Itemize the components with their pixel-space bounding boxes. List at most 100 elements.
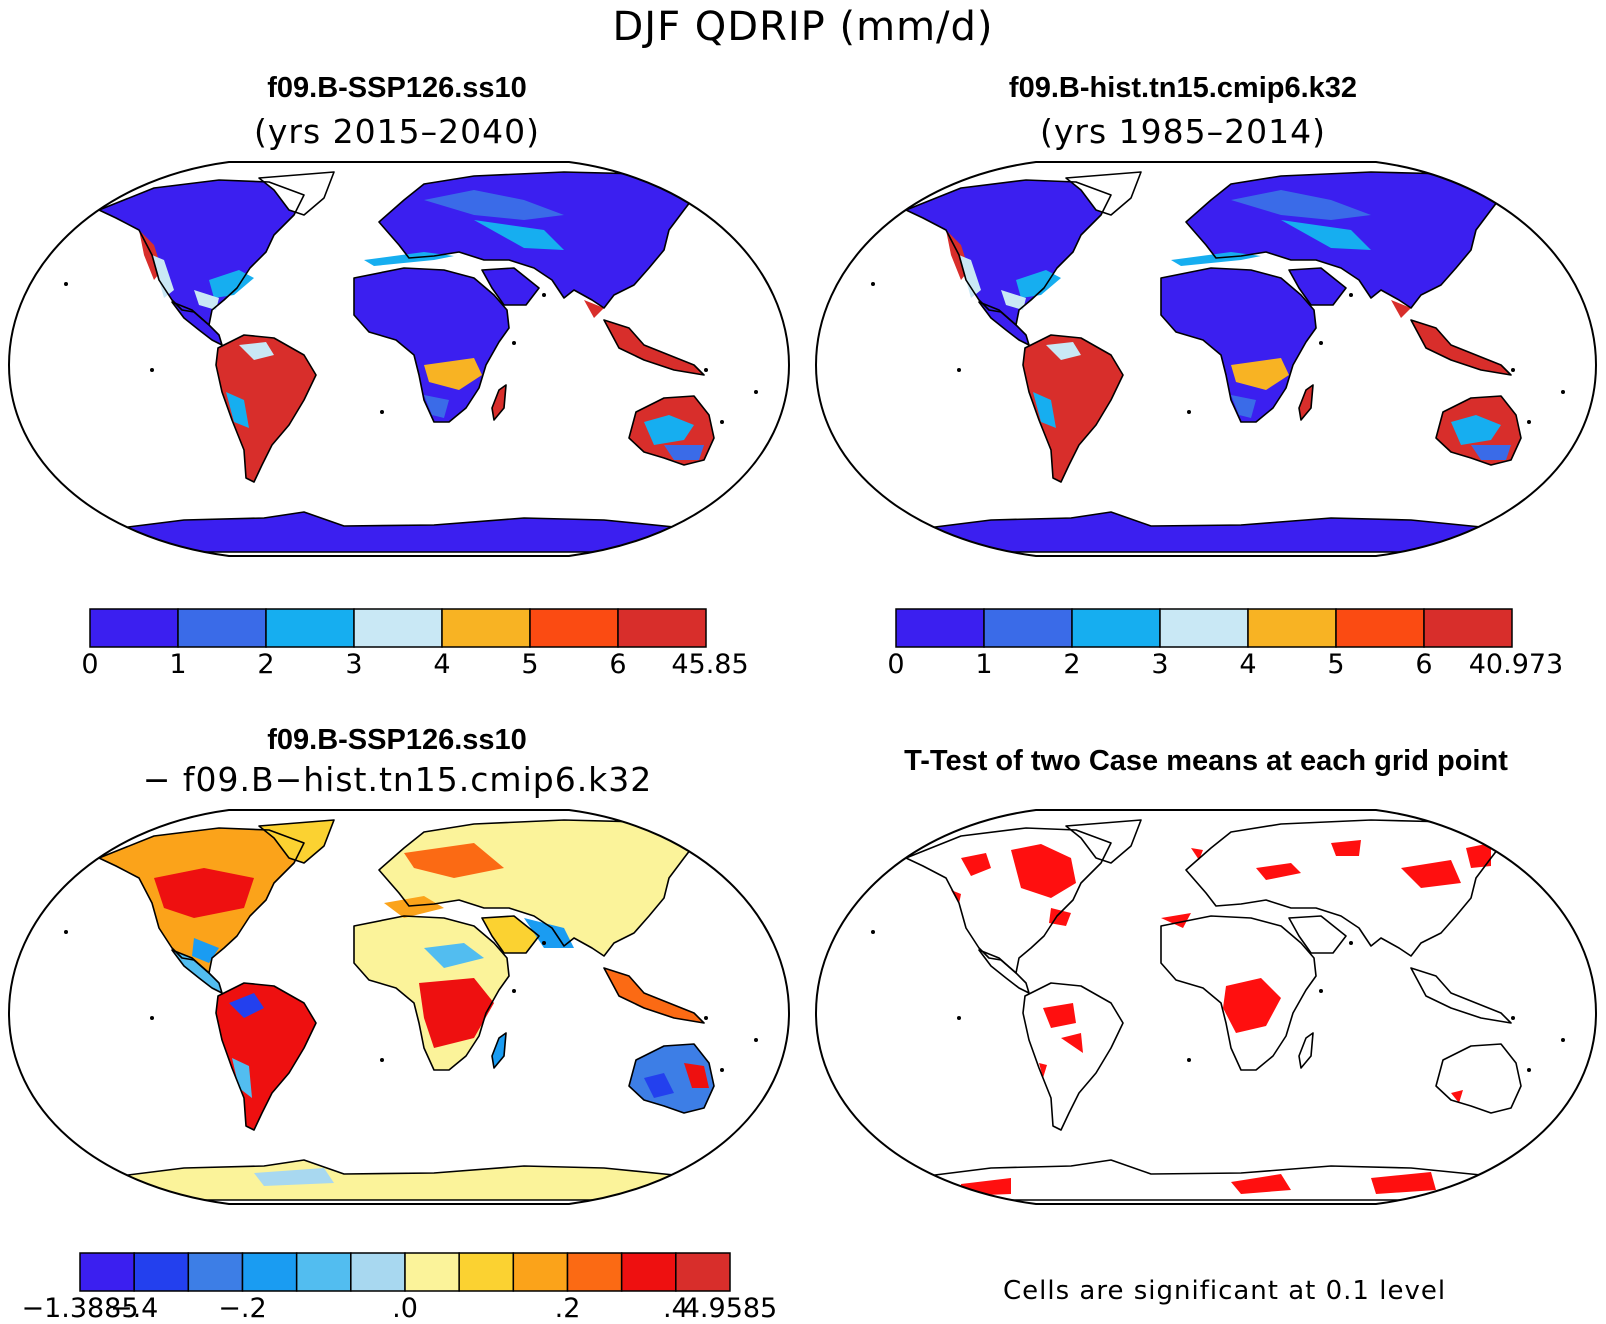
coastline-samerica xyxy=(215,334,317,483)
anomaly-band xyxy=(424,943,484,968)
colorbar-swatch xyxy=(1071,608,1161,648)
colorbar-swatch xyxy=(1247,608,1337,648)
map-boundary xyxy=(7,161,791,557)
colorbar-tick-label: 1 xyxy=(975,649,993,680)
precip-band xyxy=(959,255,981,298)
island-mark xyxy=(380,410,384,414)
island-mark xyxy=(720,420,724,424)
colorbar-tick-label: 40.973 xyxy=(1468,649,1564,680)
island-mark xyxy=(1187,1058,1191,1062)
significant-cells xyxy=(1049,908,1071,926)
island-mark xyxy=(1527,1068,1531,1072)
colorbar-swatch xyxy=(529,608,619,648)
anomaly-band xyxy=(684,1063,709,1088)
island-mark xyxy=(380,1058,384,1062)
island-mark xyxy=(150,368,154,372)
island-mark xyxy=(704,368,708,372)
coastline-africa xyxy=(1160,915,1317,1071)
coastline-samerica xyxy=(215,982,317,1131)
island-mark xyxy=(1319,989,1323,993)
coastline-namerica xyxy=(98,179,305,326)
significant-cells xyxy=(1401,860,1461,888)
colorbar-swatch xyxy=(441,608,531,648)
precip-band xyxy=(1033,392,1056,428)
colorbar-tick-label: 0 xyxy=(81,649,99,680)
coastline-eurasia xyxy=(1185,171,1512,309)
panel4-title: T-Test of two Case means at each grid po… xyxy=(904,745,1508,777)
precip-band xyxy=(1281,220,1371,250)
coastline-antarctica xyxy=(910,511,1552,553)
island-mark xyxy=(871,282,875,286)
panel4-map xyxy=(814,809,1598,1205)
anomaly-band xyxy=(404,843,504,878)
island-mark xyxy=(1319,341,1323,345)
panel2-colorbar xyxy=(895,608,1513,648)
colorbar-swatch xyxy=(265,608,355,648)
island-mark xyxy=(1561,390,1565,394)
island-mark xyxy=(704,1016,708,1020)
coastline-greenland xyxy=(1065,819,1142,864)
colorbar-tick-label: .2 xyxy=(554,1293,581,1324)
coastline-indonesia xyxy=(1410,967,1512,1024)
land-indonesia xyxy=(604,968,704,1023)
land-camerica xyxy=(172,302,222,345)
coastline-arabia xyxy=(481,267,540,306)
panel3-subtitle: − f09.B−hist.tn15.cmip6.k32 xyxy=(142,760,653,799)
precip-band xyxy=(424,190,564,220)
island-mark xyxy=(542,293,546,297)
colorbar-tick-label: 4 xyxy=(433,649,451,680)
colorbar-tick-label: −1.3885 xyxy=(21,1293,139,1324)
precip-band xyxy=(424,358,482,390)
precip-band xyxy=(1231,395,1256,418)
land-greenland xyxy=(259,820,334,863)
colorbar-swatch xyxy=(458,1252,515,1292)
coastline-antarctica xyxy=(910,1159,1552,1201)
land-camerica xyxy=(172,950,222,993)
precip-band xyxy=(1231,190,1371,220)
coastline-camerica xyxy=(978,949,1030,994)
coastline-eurasia xyxy=(378,819,705,957)
coastline-arabia xyxy=(1288,267,1347,306)
colorbar-swatch xyxy=(566,1252,623,1292)
colorbar-swatch xyxy=(187,1252,244,1292)
land-namerica xyxy=(906,180,1111,325)
significant-cells xyxy=(1256,863,1301,880)
colorbar-tick-label: 0 xyxy=(887,649,905,680)
colorbar-tick-label: −.4 xyxy=(109,1293,159,1324)
coastline-greenland xyxy=(258,819,335,864)
panel3-colorbar xyxy=(79,1252,731,1292)
anomaly-band xyxy=(384,896,444,918)
panel1-title: f09.B-SSP126.ss10 xyxy=(267,72,527,104)
coastline-antarctica xyxy=(103,1159,745,1201)
significant-cells xyxy=(1371,1172,1436,1194)
significant-cells xyxy=(1223,978,1281,1033)
precip-band xyxy=(644,415,694,445)
land-madagascar xyxy=(1299,1033,1313,1068)
coastline-madagascar xyxy=(1298,1032,1314,1069)
coastline-australia xyxy=(628,395,715,466)
anomaly-band xyxy=(192,938,219,963)
coastline-australia xyxy=(628,1043,715,1114)
land-greenland xyxy=(1066,820,1141,863)
anomaly-band xyxy=(419,978,494,1048)
anomaly-band xyxy=(229,993,264,1018)
land-antarctica xyxy=(104,1160,744,1200)
coastline-camerica xyxy=(171,301,223,346)
colorbar-tick-label: 45.85 xyxy=(671,649,749,680)
precip-band xyxy=(1016,270,1061,298)
island-mark xyxy=(720,1068,724,1072)
land-samerica xyxy=(216,335,316,482)
island-mark xyxy=(542,941,546,945)
colorbar-swatch xyxy=(1335,608,1425,648)
panel1-map xyxy=(7,161,791,557)
coastline-camerica xyxy=(171,949,223,994)
colorbar-swatch xyxy=(133,1252,190,1292)
significant-cells xyxy=(1331,840,1361,856)
map-boundary xyxy=(7,809,791,1205)
coastline-africa xyxy=(1160,267,1317,423)
colorbar-swatch xyxy=(895,608,985,648)
coastline-madagascar xyxy=(491,384,507,421)
colorbar-swatch xyxy=(617,608,707,648)
land-camerica xyxy=(979,950,1029,993)
colorbar-tick-label: 5 xyxy=(1327,649,1345,680)
